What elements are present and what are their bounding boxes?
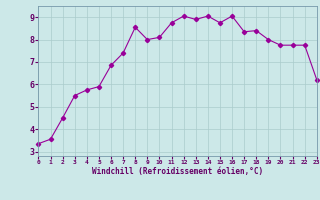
X-axis label: Windchill (Refroidissement éolien,°C): Windchill (Refroidissement éolien,°C) [92,167,263,176]
